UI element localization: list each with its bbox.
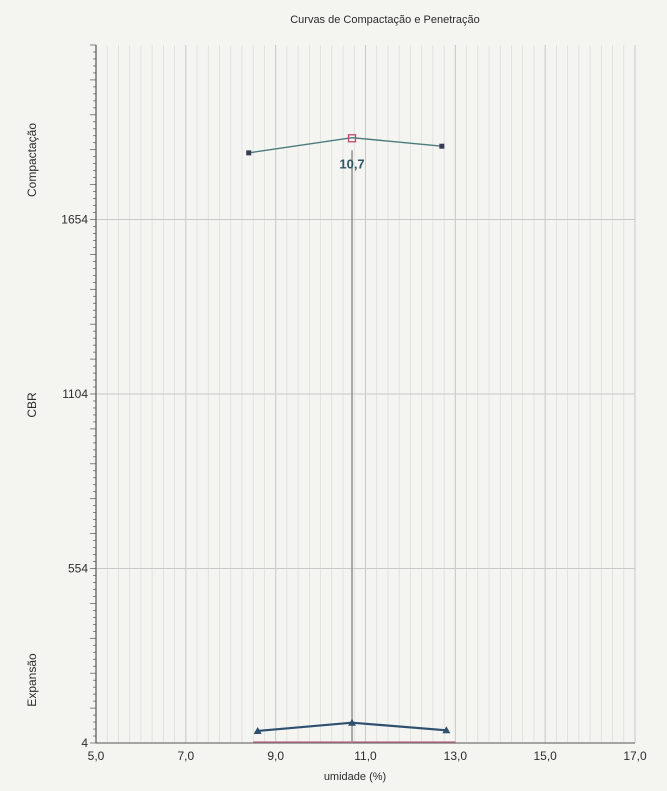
x-tick-label: 17,0 [623,749,647,763]
series-line [248,136,442,154]
x-axis-label: umidade (%) [324,771,386,783]
x-tick-label: 15,0 [533,749,557,763]
plot-marks: 10,7 [246,134,456,743]
data-point [253,726,262,734]
y-tick-label: 4 [81,736,88,750]
data-point [348,718,357,726]
y-tick-label: 554 [68,562,88,576]
x-tick-label: 7,0 [177,749,194,763]
optimum-label: 10,7 [339,156,364,171]
axes [90,44,635,744]
x-tick-labels: 5,0 7,0 9,0 11,0 13,0 15,0 17,0 [88,749,647,763]
y-tick-labels: 4 554 1104 1654 [61,213,88,751]
y-tick-label: 1104 [62,387,88,401]
section-labels: Expansão CBR Compactação [25,123,39,707]
section-label: Compactação [25,123,39,197]
data-point [439,143,445,149]
optimum-marker [347,134,357,143]
chart-title: Curvas de Compactação e Penetração [290,14,480,26]
data-point [442,726,451,734]
data-point [246,150,252,156]
y-tick-label: 1654 [61,213,88,227]
section-label: Expansão [25,653,39,707]
section-label: CBR [25,392,39,418]
x-tick-label: 13,0 [444,749,468,763]
x-tick-label: 9,0 [267,749,284,763]
major-gridlines [95,45,636,744]
x-tick-label: 5,0 [88,749,105,763]
x-tick-label: 11,0 [354,749,377,763]
